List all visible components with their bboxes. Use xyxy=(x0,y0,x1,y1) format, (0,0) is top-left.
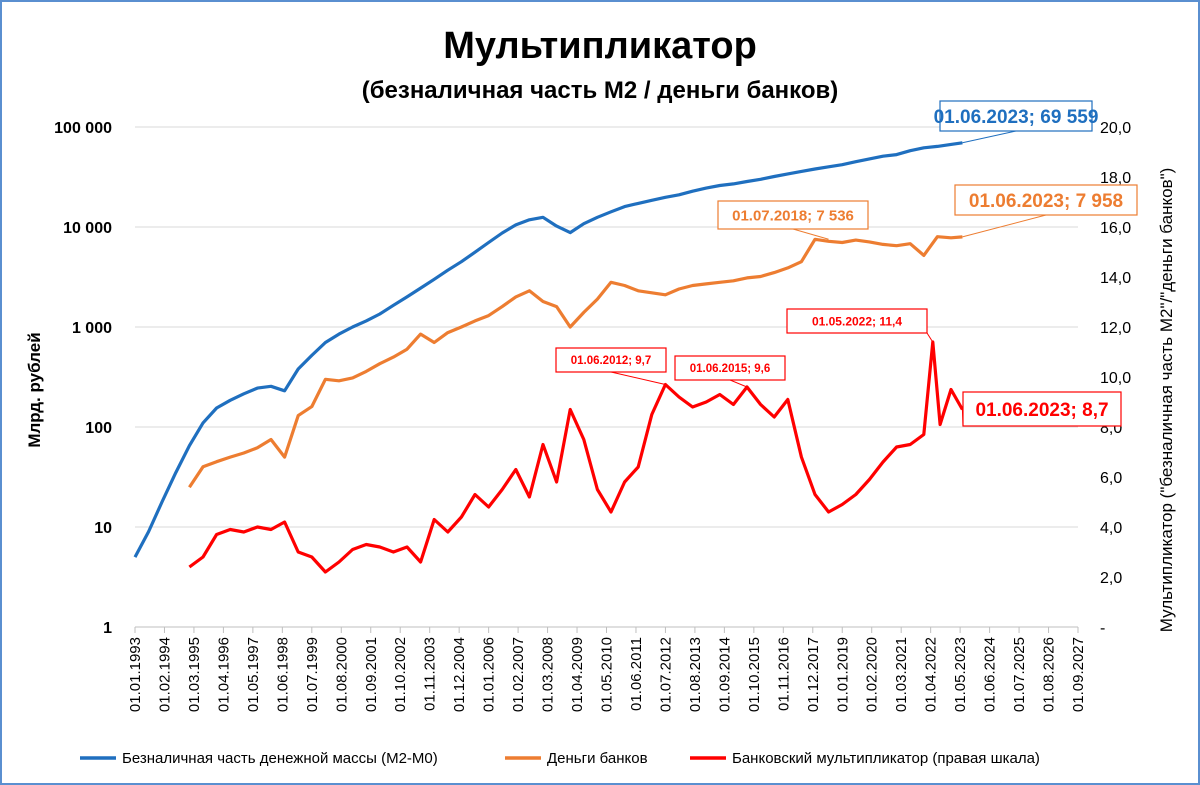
x-tick-label: 01.12.2017 xyxy=(805,637,822,712)
x-tick-label: 01.06.2011 xyxy=(628,637,645,711)
x-tick-label: 01.09.2027 xyxy=(1070,637,1087,712)
x-tick-label: 01.11.2003 xyxy=(422,637,439,711)
y-right-tick-label: 18,0 xyxy=(1100,170,1131,187)
y-left-tick-label: 1 000 xyxy=(72,320,112,337)
y-left-tick-label: 10 000 xyxy=(63,220,112,237)
y-right-tick-label: 16,0 xyxy=(1100,220,1131,237)
x-tick-label: 01.06.1998 xyxy=(274,637,291,712)
x-tick-label: 01.04.1996 xyxy=(215,637,232,712)
x-tick-label: 01.07.2025 xyxy=(1011,637,1028,712)
x-tick-label: 01.06.2024 xyxy=(982,637,999,712)
x-tick-label: 01.03.2008 xyxy=(540,637,557,712)
y-right-axis-label: Мультипликатор ("безналичная часть М2"/"… xyxy=(1157,168,1176,633)
annotation-leader xyxy=(792,228,829,240)
chart-subtitle: (безналичная часть М2 / деньги банков) xyxy=(362,77,839,104)
x-tick-label: 01.02.2007 xyxy=(510,637,527,712)
annotation-label: 01.05.2022; 11,4 xyxy=(812,314,902,328)
annotation-leader xyxy=(962,214,1047,238)
series-line-1 xyxy=(188,235,963,489)
x-tick-label: 01.05.1997 xyxy=(245,637,262,712)
x-tick-label: 01.05.2023 xyxy=(952,637,969,712)
y-right-tick-label: 2,0 xyxy=(1100,570,1122,587)
annotation-label: 01.06.2023; 7 958 xyxy=(969,191,1123,212)
x-tick-label: 01.08.2013 xyxy=(687,637,704,712)
annotation-box xyxy=(962,391,1122,427)
x-tick-label: 01.10.2002 xyxy=(392,637,409,712)
y-right-tick-label: 20,0 xyxy=(1100,120,1131,137)
annotation-box xyxy=(674,355,786,381)
series-line-0 xyxy=(133,141,963,558)
x-tick-label: 01.11.2016 xyxy=(775,637,792,711)
x-tick-label: 01.04.2009 xyxy=(569,637,586,712)
legend-label-0: Безналичная часть денежной массы (М2-М0) xyxy=(122,750,438,767)
y-right-tick-label: 10,0 xyxy=(1100,370,1131,387)
x-tick-label: 01.01.1993 xyxy=(127,637,144,712)
legend-label-1: Деньги банков xyxy=(547,750,648,767)
annotation-box xyxy=(717,200,869,230)
y-right-tick-label: 14,0 xyxy=(1100,270,1131,287)
y-left-tick-label: 100 000 xyxy=(54,120,112,137)
annotation-box xyxy=(786,308,928,334)
annotation-leader xyxy=(926,332,934,343)
series-line-2 xyxy=(188,340,964,574)
x-tick-label: 01.07.1999 xyxy=(304,637,321,712)
x-tick-label: 01.07.2012 xyxy=(657,637,674,712)
annotation-label: 01.06.2015; 9,6 xyxy=(690,363,771,375)
x-tick-label: 01.09.2001 xyxy=(363,637,380,712)
y-right-tick-label: - xyxy=(1100,620,1105,637)
x-tick-label: 01.03.1995 xyxy=(186,637,203,712)
x-tick-label: 01.09.2014 xyxy=(716,637,733,712)
legend: Безналичная часть денежной массы (М2-М0)… xyxy=(80,750,1040,767)
x-tick-label: 01.01.2006 xyxy=(481,637,498,712)
annotation-box xyxy=(939,100,1093,132)
annotation-label: 01.06.2012; 9,7 xyxy=(571,355,652,367)
x-tick-label: 01.03.2021 xyxy=(893,637,910,712)
x-tick-label: 01.08.2000 xyxy=(333,637,350,712)
y-left-tick-label: 10 xyxy=(94,520,112,537)
y-right-tick-label: 4,0 xyxy=(1100,520,1122,537)
annotation-box xyxy=(555,347,667,373)
y-right-tick-label: 6,0 xyxy=(1100,470,1122,487)
legend-label-2: Банковский мультипликатор (правая шкала) xyxy=(732,750,1040,767)
annotation-leader xyxy=(962,130,1017,144)
annotation-box xyxy=(954,184,1138,216)
x-tick-label: 01.04.2022 xyxy=(923,637,940,712)
x-tick-label: 01.12.2004 xyxy=(451,637,468,712)
y-left-axis-label: Млрд. рублей xyxy=(25,332,44,447)
x-tick-label: 01.08.2026 xyxy=(1041,637,1058,712)
series-layer xyxy=(133,141,964,574)
chart-title: Мультипликатор xyxy=(443,25,757,67)
x-tick-label: 01.10.2015 xyxy=(746,637,763,712)
annotation-label: 01.06.2023; 69 559 xyxy=(934,107,1099,128)
annotation-label: 01.07.2018; 7 536 xyxy=(732,207,854,224)
annotation-label: 01.06.2023; 8,7 xyxy=(975,400,1108,421)
x-tick-label: 01.02.1994 xyxy=(156,637,173,712)
x-tick-label: 01.01.2019 xyxy=(834,637,851,712)
x-tick-label: 01.02.2020 xyxy=(864,637,881,712)
annotation-leader xyxy=(729,379,748,388)
y-right-tick-label: 12,0 xyxy=(1100,320,1131,337)
annotation-layer: 01.06.2023; 69 559 01.07.2018; 7 536 01.06… xyxy=(555,100,1138,427)
x-tick-label: 01.05.2010 xyxy=(599,637,616,712)
y-left-tick-label: 100 xyxy=(85,420,112,437)
annotation-leader xyxy=(610,371,666,385)
y-left-tick-label: 1 xyxy=(103,620,112,637)
